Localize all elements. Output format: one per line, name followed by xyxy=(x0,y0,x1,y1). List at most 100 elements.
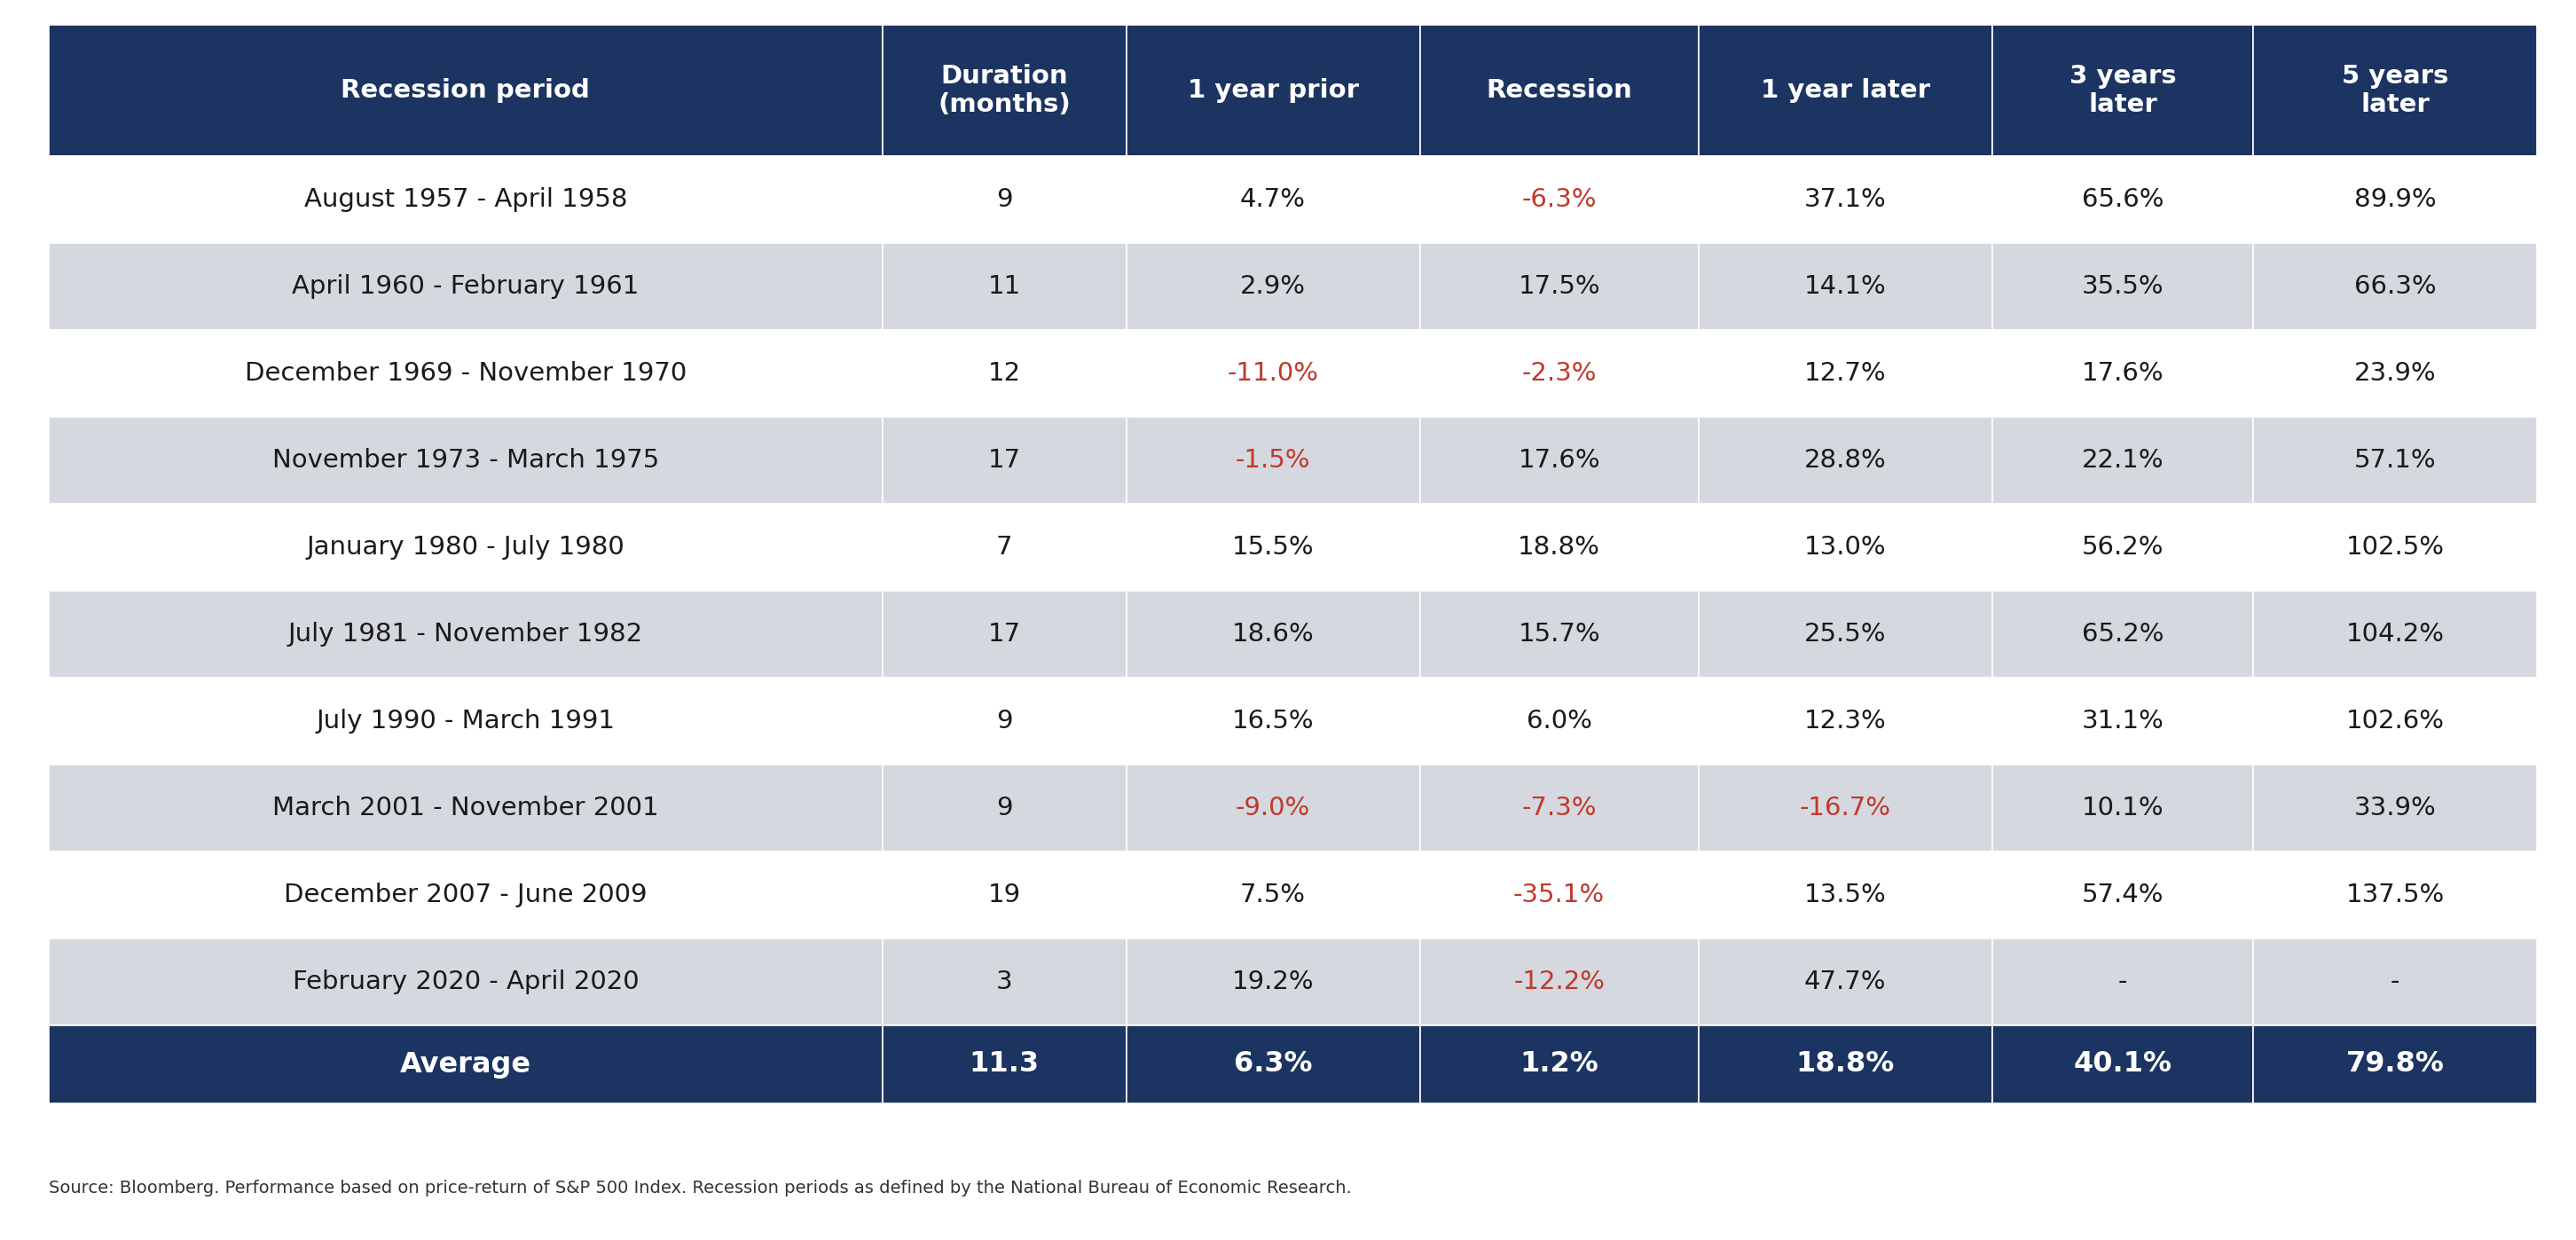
Text: 18.8%: 18.8% xyxy=(1517,534,1600,559)
Bar xyxy=(1991,939,2254,1025)
Bar xyxy=(49,503,884,590)
Bar xyxy=(1698,765,1991,852)
Bar xyxy=(1126,156,1419,243)
Text: 19: 19 xyxy=(987,883,1020,908)
Text: 12.7%: 12.7% xyxy=(1803,361,1886,386)
Text: -2.3%: -2.3% xyxy=(1522,361,1597,386)
Bar xyxy=(1419,590,1698,677)
Bar xyxy=(1126,1025,1419,1104)
Text: 66.3%: 66.3% xyxy=(2354,274,2437,299)
Text: August 1957 - April 1958: August 1957 - April 1958 xyxy=(304,187,626,212)
Bar xyxy=(1419,503,1698,590)
Bar xyxy=(1991,25,2254,156)
Text: Recession: Recession xyxy=(1486,78,1633,103)
Bar xyxy=(1698,1025,1991,1104)
Bar xyxy=(2254,503,2537,590)
Text: 15.5%: 15.5% xyxy=(1231,534,1314,559)
Bar xyxy=(2254,852,2537,939)
Bar xyxy=(49,25,884,156)
Text: 89.9%: 89.9% xyxy=(2354,187,2437,212)
Text: November 1973 - March 1975: November 1973 - March 1975 xyxy=(273,448,659,472)
Bar xyxy=(1698,156,1991,243)
Bar xyxy=(884,939,1126,1025)
Text: 37.1%: 37.1% xyxy=(1803,187,1886,212)
Text: 9: 9 xyxy=(997,709,1012,734)
Text: -16.7%: -16.7% xyxy=(1801,796,1891,821)
Text: 6.0%: 6.0% xyxy=(1528,709,1592,734)
Text: 10.1%: 10.1% xyxy=(2081,796,2164,821)
Bar xyxy=(2254,243,2537,330)
Text: 25.5%: 25.5% xyxy=(1803,621,1886,646)
Bar xyxy=(884,1025,1126,1104)
Bar xyxy=(1698,590,1991,677)
Text: 17: 17 xyxy=(987,448,1020,472)
Text: 7.5%: 7.5% xyxy=(1239,883,1306,908)
Text: 137.5%: 137.5% xyxy=(2347,883,2445,908)
Text: Duration
(months): Duration (months) xyxy=(938,63,1072,118)
Text: 18.8%: 18.8% xyxy=(1795,1050,1893,1078)
Bar xyxy=(1126,330,1419,417)
Bar xyxy=(1126,503,1419,590)
Bar xyxy=(2254,677,2537,765)
Text: 2.9%: 2.9% xyxy=(1239,274,1306,299)
Bar xyxy=(1419,1025,1698,1104)
Text: 19.2%: 19.2% xyxy=(1231,970,1314,994)
Bar xyxy=(1698,852,1991,939)
Text: December 1969 - November 1970: December 1969 - November 1970 xyxy=(245,361,688,386)
Bar xyxy=(2254,156,2537,243)
Text: 6.3%: 6.3% xyxy=(1234,1050,1311,1078)
Bar xyxy=(49,243,884,330)
Text: 11.3: 11.3 xyxy=(969,1050,1038,1078)
Bar xyxy=(49,417,884,503)
Text: 3: 3 xyxy=(997,970,1012,994)
Text: July 1990 - March 1991: July 1990 - March 1991 xyxy=(317,709,616,734)
Bar xyxy=(1419,243,1698,330)
Bar xyxy=(884,25,1126,156)
Bar xyxy=(1126,25,1419,156)
Bar xyxy=(1419,765,1698,852)
Text: -11.0%: -11.0% xyxy=(1226,361,1319,386)
Text: 17: 17 xyxy=(987,621,1020,646)
Text: 56.2%: 56.2% xyxy=(2081,534,2164,559)
Bar xyxy=(884,503,1126,590)
Bar xyxy=(1991,156,2254,243)
Bar xyxy=(49,330,884,417)
Bar xyxy=(884,590,1126,677)
Text: -1.5%: -1.5% xyxy=(1236,448,1311,472)
Text: 65.2%: 65.2% xyxy=(2081,621,2164,646)
Text: 14.1%: 14.1% xyxy=(1803,274,1886,299)
Bar xyxy=(1698,417,1991,503)
Bar xyxy=(1698,503,1991,590)
Text: April 1960 - February 1961: April 1960 - February 1961 xyxy=(291,274,639,299)
Text: 102.5%: 102.5% xyxy=(2347,534,2445,559)
Bar xyxy=(1126,417,1419,503)
Text: 13.5%: 13.5% xyxy=(1803,883,1886,908)
Bar xyxy=(2254,1025,2537,1104)
Bar xyxy=(884,330,1126,417)
Text: 17.6%: 17.6% xyxy=(1517,448,1600,472)
Text: 18.6%: 18.6% xyxy=(1231,621,1314,646)
Text: 12: 12 xyxy=(987,361,1020,386)
Bar xyxy=(884,417,1126,503)
Bar xyxy=(1419,417,1698,503)
Text: 1 year later: 1 year later xyxy=(1759,78,1929,103)
Bar xyxy=(49,765,884,852)
Bar xyxy=(1126,939,1419,1025)
Text: Recession period: Recession period xyxy=(340,78,590,103)
Bar xyxy=(1991,1025,2254,1104)
Bar xyxy=(1991,852,2254,939)
Bar xyxy=(1698,25,1991,156)
Bar xyxy=(1419,156,1698,243)
Text: 1 year prior: 1 year prior xyxy=(1188,78,1358,103)
Text: 7: 7 xyxy=(997,534,1012,559)
Text: December 2007 - June 2009: December 2007 - June 2009 xyxy=(283,883,647,908)
Text: 9: 9 xyxy=(997,796,1012,821)
Bar xyxy=(1991,677,2254,765)
Text: March 2001 - November 2001: March 2001 - November 2001 xyxy=(273,796,659,821)
Text: 40.1%: 40.1% xyxy=(2074,1050,2172,1078)
Bar xyxy=(884,677,1126,765)
Bar xyxy=(1698,677,1991,765)
Text: Source: Bloomberg. Performance based on price-return of S&P 500 Index. Recession: Source: Bloomberg. Performance based on … xyxy=(49,1179,1352,1197)
Text: 16.5%: 16.5% xyxy=(1231,709,1314,734)
Bar xyxy=(1126,677,1419,765)
